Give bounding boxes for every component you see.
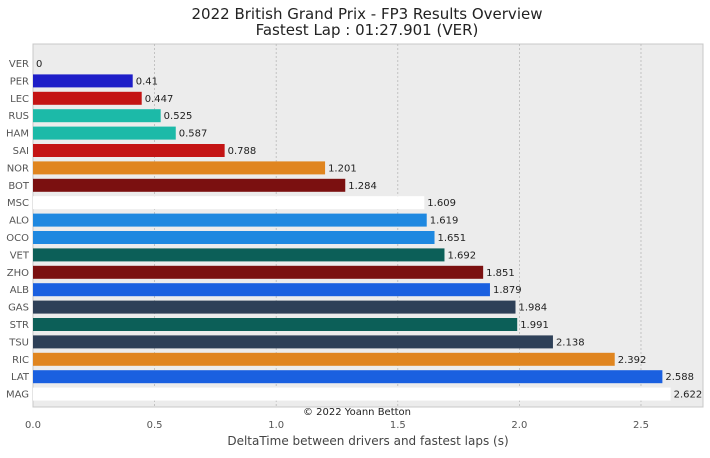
y-tick-label: LAT [11,372,30,383]
bar-lat [33,370,663,384]
y-tick-label: HAM [6,129,29,140]
y-tick-label: ALO [9,216,29,227]
y-tick-label: TSU [8,337,29,348]
bar-rus [33,109,161,123]
bar-value-label: 1.609 [427,198,456,209]
y-tick-label: BOT [8,181,30,192]
y-tick-label: PER [10,76,29,87]
y-tick-label: MSC [7,198,29,209]
bar-bot [33,178,346,192]
bar-value-label: 1.692 [447,250,476,261]
value-labels: 0 0.41 0.447 0.525 0.587 0.788 1.201 1.284 1.609… [36,59,702,401]
bar-value-label: 1.619 [430,216,459,227]
bar-value-label: 0.41 [136,76,158,87]
y-tick-label: GAS [8,303,29,314]
bar-gas [33,300,516,314]
bar-alb [33,283,490,297]
x-tick-label: 2.0 [511,420,527,431]
bar-value-label: 1.984 [518,303,547,314]
bar-value-label: 1.991 [520,320,549,331]
y-tick-label: ALB [10,285,29,296]
bar-mag [33,387,671,401]
bar-zho [33,265,484,279]
bar-value-label: 1.201 [328,163,357,174]
credit-annotation: © 2022 Yoann Betton [303,407,411,418]
x-axis-title: DeltaTime between drivers and fastest la… [227,434,508,448]
bar-value-label: 0.447 [145,94,174,105]
y-tick-label: NOR [7,163,29,174]
y-tick-label: VER [9,59,29,70]
bar-value-label: 1.851 [486,268,515,279]
bar-value-label: 1.284 [348,181,377,192]
bar-value-label: 0.525 [164,111,193,122]
y-tick-labels: VER PER LEC RUS HAM SAI NOR BOT MSC ALO OCO VET ZHO A… [6,59,30,401]
bar-ham [33,126,176,140]
bar-lec [33,91,142,105]
bar-alo [33,213,427,227]
bar-value-label: 2.138 [556,337,585,348]
x-tick-label: 1.5 [390,420,406,431]
bar-value-label: 0 [36,59,42,70]
bar-ric [33,352,615,366]
bar-tsu [33,335,553,349]
chart-title: 2022 British Grand Prix - FP3 Results Ov… [192,5,543,23]
bar-sai [33,144,225,157]
bar-value-label: 0.587 [179,129,208,140]
y-tick-label: RUS [8,111,29,122]
bar-value-label: 1.651 [438,233,467,244]
bar-value-label: 2.588 [665,372,694,383]
x-tick-label: 1.0 [268,420,284,431]
y-tick-label: LEC [10,94,29,105]
bar-value-label: 0.788 [228,146,257,157]
y-tick-label: MAG [6,390,29,401]
x-tick-label: 0.5 [147,420,163,431]
chart-subtitle: Fastest Lap : 01:27.901 (VER) [256,21,479,39]
bar-nor [33,161,326,175]
y-tick-label: SAI [13,146,29,157]
y-tick-label: VET [10,250,30,261]
y-tick-label: OCO [6,233,29,244]
bars [33,74,671,401]
bar-per [33,74,133,88]
bar-str [33,318,518,331]
bar-msc [33,196,425,210]
bar-value-label: 2.622 [674,390,703,401]
bar-value-label: 1.879 [493,285,522,296]
bar-value-label: 2.392 [618,355,647,366]
y-tick-label: ZHO [7,268,29,279]
bar-vet [33,248,445,262]
y-tick-label: RIC [12,355,29,366]
bar-oco [33,231,435,244]
y-tick-label: STR [10,320,29,331]
x-tick-label: 2.5 [633,420,649,431]
x-tick-label: 0.0 [25,420,41,431]
x-tick-labels: 0.0 0.5 1.0 1.5 2.0 2.5 [25,420,649,431]
